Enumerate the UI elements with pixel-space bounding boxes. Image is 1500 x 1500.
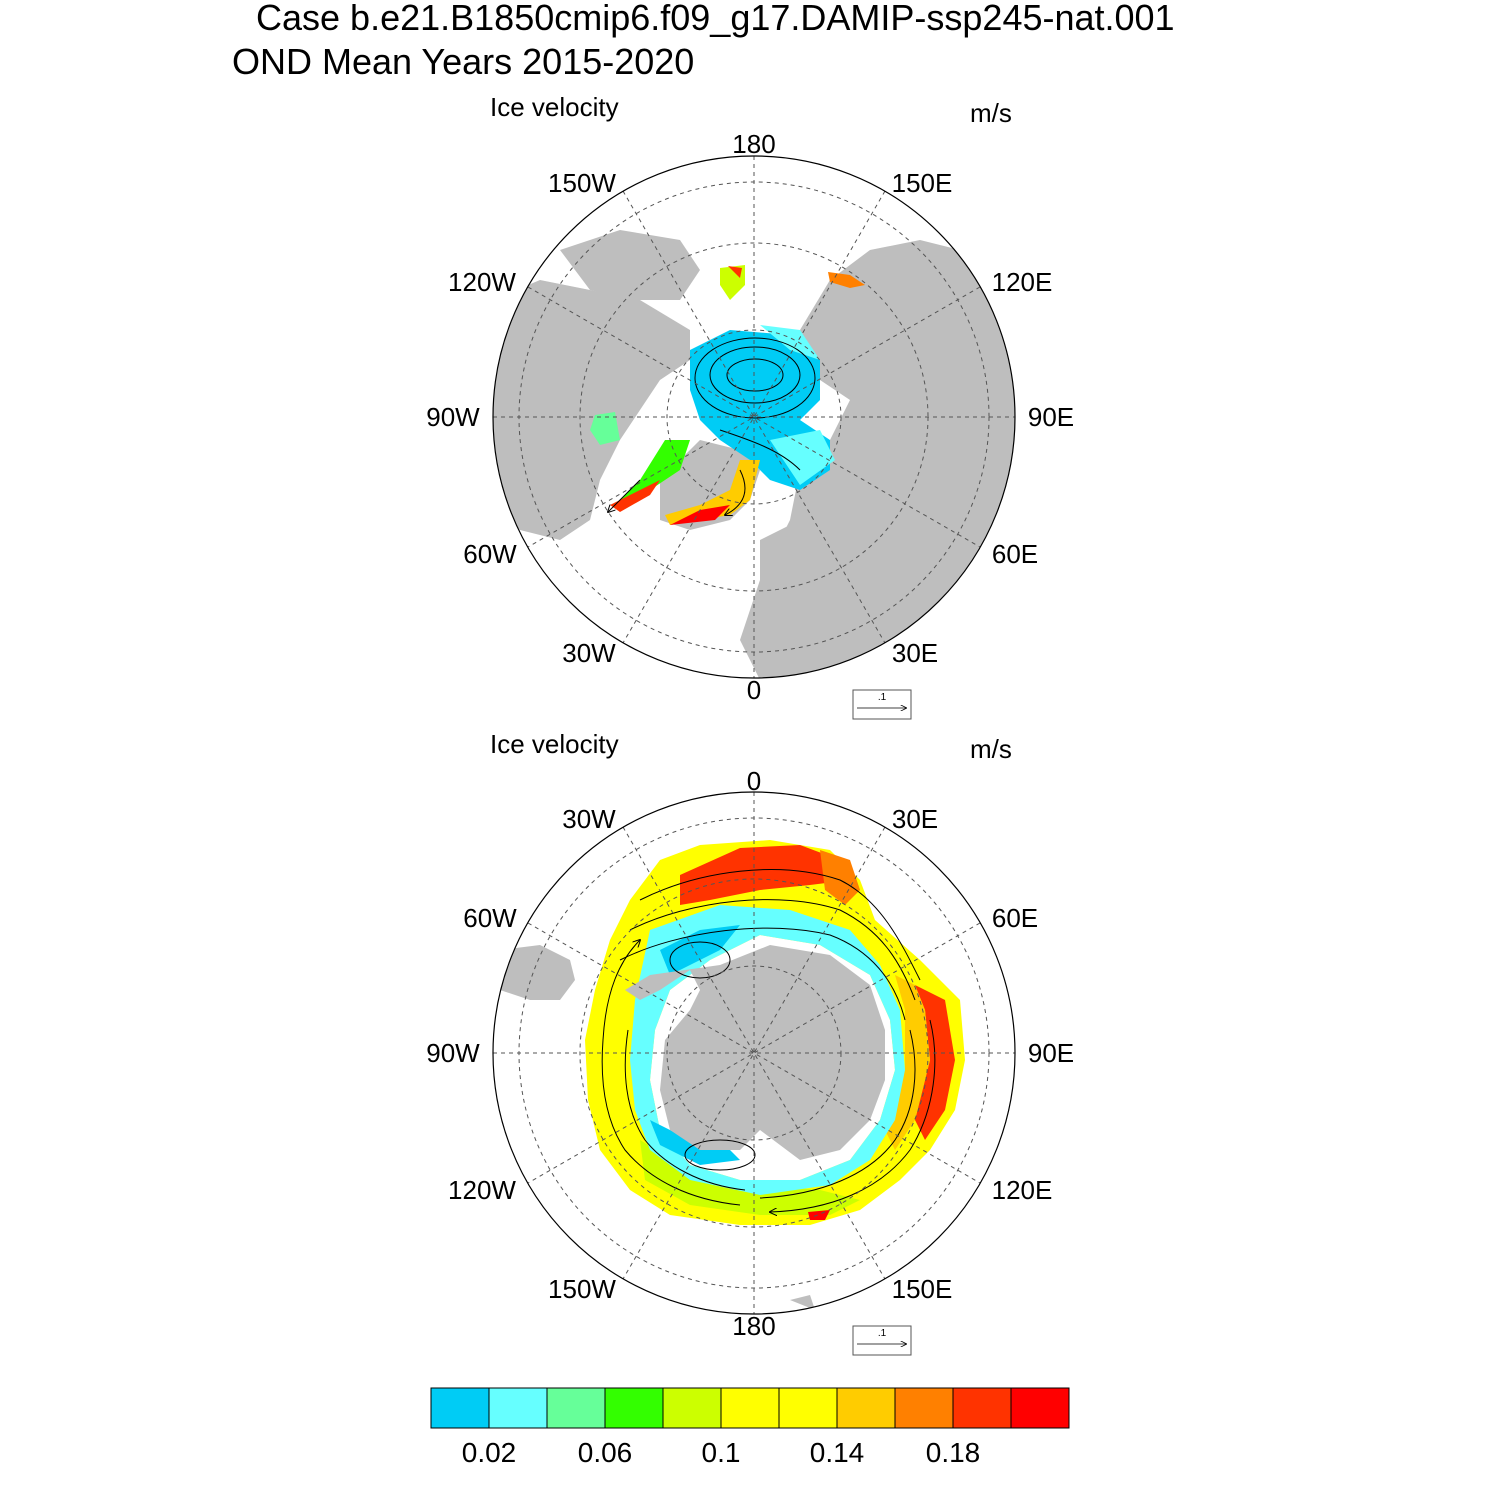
- antarctic-lon-label-bottom: 180: [732, 1311, 775, 1341]
- arctic-map-border: [492, 155, 1016, 679]
- arctic-lon-label-upper-left: 150W: [548, 168, 616, 198]
- arctic-lon-label-right: 90E: [1028, 402, 1074, 432]
- arctic-streamlines: [608, 337, 816, 515]
- colorbar-swatch: [604, 1387, 664, 1429]
- arctic-panel: Ice velocity m/s: [426, 92, 1074, 720]
- antarctic-land-south-america: [500, 945, 575, 1000]
- arctic-ice-okhotsk: [828, 272, 865, 288]
- colorbar-swatch: [488, 1387, 548, 1429]
- arctic-land-scandinavia: [760, 520, 850, 620]
- arctic-ice-hudson: [590, 412, 620, 445]
- arctic-units-label: m/s: [970, 98, 1012, 128]
- arctic-ice-baffin: [610, 440, 690, 510]
- arctic-panel-title: Ice velocity: [490, 92, 619, 122]
- arctic-lon-labels: 180 150W 150E 120W 120E 90W 90E 60W 60E …: [426, 129, 1074, 705]
- colorbar-swatch: [662, 1387, 722, 1429]
- antarctic-ice-weddell-orange: [820, 850, 860, 905]
- arctic-reference-vector-box: .1: [852, 689, 912, 720]
- antarctic-panel-title: Ice velocity: [490, 729, 619, 759]
- arctic-ice-east-greenland-fast: [670, 505, 730, 525]
- arctic-lon-label-mid-upper-left: 120W: [448, 267, 516, 297]
- colorbar-tick-label: 0.02: [462, 1437, 517, 1468]
- figure-title-case: Case b.e21.B1850cmip6.f09_g17.DAMIP-ssp2…: [256, 0, 1175, 38]
- arctic-lon-label-mid-lower-left: 60W: [463, 539, 517, 569]
- antarctic-reference-vector-box: .1: [852, 1325, 912, 1356]
- arctic-lon-label-top: 180: [732, 129, 775, 159]
- arctic-lon-label-lower-right: 30E: [892, 638, 938, 668]
- antarctic-ice-inner-cyan: [630, 905, 905, 1195]
- colorbar: 0.02 0.06 0.1 0.14 0.18: [430, 1387, 1070, 1468]
- colorbar-swatch: [778, 1387, 838, 1429]
- colorbar-tick-label: 0.06: [578, 1437, 633, 1468]
- colorbar-swatch: [430, 1387, 490, 1429]
- arctic-ice-bering-fast: [728, 266, 742, 278]
- arctic-map-body: [493, 156, 1015, 678]
- arctic-lon-label-bottom: 0: [747, 675, 761, 705]
- antarctic-graticule: [493, 792, 1015, 1314]
- colorbar-swatch: [836, 1387, 896, 1429]
- antarctic-ice-weddell-fast: [680, 845, 850, 905]
- antarctic-lon-label-top: 0: [747, 766, 761, 796]
- antarctic-map-border: [492, 791, 1016, 1315]
- antarctic-units-label: m/s: [970, 734, 1012, 764]
- colorbar-swatch: [952, 1387, 1012, 1429]
- colorbar-swatch: [894, 1387, 954, 1429]
- antarctic-lon-label-upper-right: 30E: [892, 804, 938, 834]
- antarctic-lon-label-lower-right: 150E: [892, 1274, 953, 1304]
- antarctic-reference-vector-label: .1: [878, 1328, 887, 1339]
- colorbar-tick-label: 0.18: [926, 1437, 981, 1468]
- arctic-lon-label-left: 90W: [426, 402, 480, 432]
- antarctic-lon-label-lower-left: 150W: [548, 1274, 616, 1304]
- colorbar-swatch: [720, 1387, 780, 1429]
- colorbar-swatch: [1010, 1387, 1070, 1429]
- arctic-reference-vector-label: .1: [878, 692, 887, 703]
- colorbar-swatch: [546, 1387, 606, 1429]
- antarctic-map-body: [493, 792, 1015, 1314]
- arctic-land-alaska: [560, 230, 700, 300]
- antarctic-lon-label-right: 90E: [1028, 1038, 1074, 1068]
- arctic-ice-east-greenland: [665, 460, 760, 525]
- antarctic-land-new-zealand: [790, 1295, 815, 1310]
- arctic-lon-label-upper-right: 150E: [892, 168, 953, 198]
- antarctic-ice-ross-green: [640, 1140, 860, 1215]
- arctic-lon-label-mid-lower-right: 60E: [992, 539, 1038, 569]
- antarctic-lon-label-upper-left: 30W: [562, 804, 616, 834]
- colorbar-tick-label: 0.1: [702, 1437, 741, 1468]
- colorbar-tick-label: 0.14: [810, 1437, 865, 1468]
- antarctic-ice-weddell-cyan: [660, 925, 740, 975]
- antarctic-panel: Ice velocity m/s: [426, 729, 1074, 1356]
- arctic-lon-label-mid-upper-right: 120E: [992, 267, 1053, 297]
- figure-title-period: OND Mean Years 2015-2020: [232, 41, 695, 82]
- antarctic-lon-label-mid-upper-left: 60W: [463, 903, 517, 933]
- arctic-lon-label-lower-left: 30W: [562, 638, 616, 668]
- antarctic-lon-labels: 0 30W 30E 60W 60E 90W 90E 120W 120E 150W…: [426, 766, 1074, 1341]
- antarctic-lon-label-mid-lower-right: 120E: [992, 1175, 1053, 1205]
- arctic-ice-slow: [760, 325, 835, 485]
- arctic-land-north-america: [493, 280, 690, 540]
- antarctic-lon-label-left: 90W: [426, 1038, 480, 1068]
- arctic-ice-fram-fast: [610, 480, 660, 512]
- antarctic-lon-label-mid-lower-left: 120W: [448, 1175, 516, 1205]
- antarctic-lon-label-mid-upper-right: 60E: [992, 903, 1038, 933]
- arctic-graticule: [493, 156, 1015, 678]
